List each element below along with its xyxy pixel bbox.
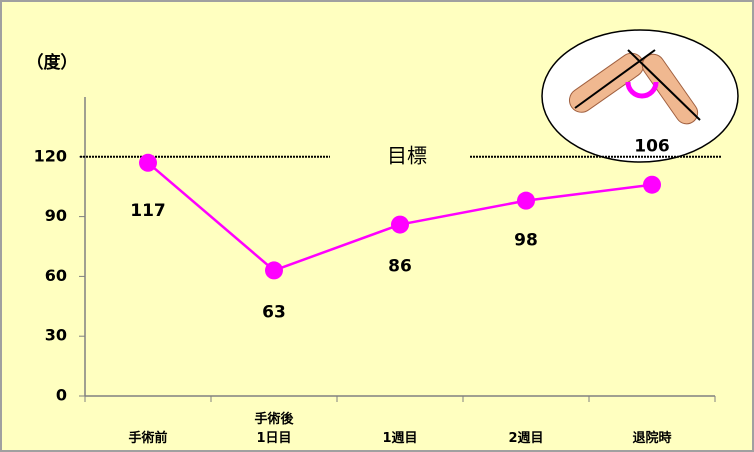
y-tick-label: 0 xyxy=(56,386,67,405)
y-tick-label: 60 xyxy=(45,266,67,285)
value-label: 63 xyxy=(262,302,286,322)
x-tick-label: 手術後 1日目 xyxy=(254,411,294,446)
data-point xyxy=(643,175,661,194)
y-tick-label: 30 xyxy=(45,326,67,345)
value-label: 106 xyxy=(634,137,670,157)
data-point xyxy=(139,153,157,172)
target-label: 目標 xyxy=(387,143,427,167)
value-label: 86 xyxy=(388,257,412,277)
knee-icon xyxy=(541,29,739,163)
value-label: 117 xyxy=(130,201,166,221)
y-tick-label: 120 xyxy=(34,146,67,165)
x-tick-label: 手術前 xyxy=(128,430,167,446)
y-tick-label: 90 xyxy=(45,206,67,225)
value-label: 98 xyxy=(514,231,538,251)
y-axis-label: （度） xyxy=(27,52,78,73)
data-point xyxy=(391,215,409,234)
x-tick-label: 退院時 xyxy=(632,430,671,446)
data-point xyxy=(517,191,535,210)
x-tick-label: 1週目 xyxy=(382,431,417,446)
data-point xyxy=(265,261,283,280)
x-tick-label: 2週目 xyxy=(508,431,543,446)
